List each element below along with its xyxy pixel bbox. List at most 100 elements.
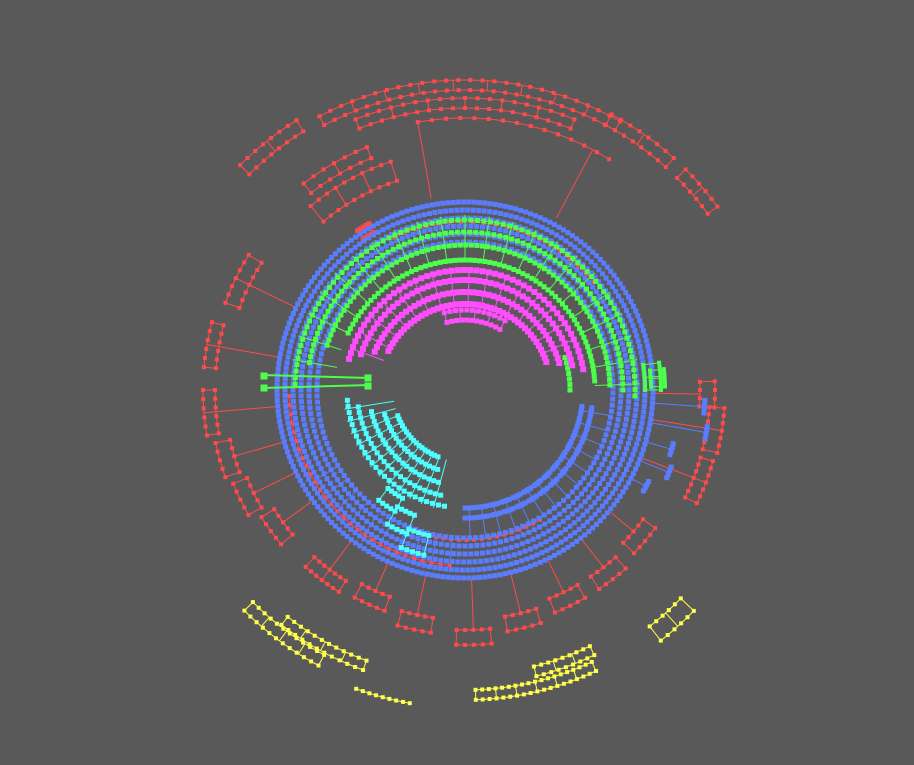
tree-edge bbox=[319, 291, 358, 318]
tree-node bbox=[501, 263, 507, 269]
tree-node bbox=[350, 495, 356, 501]
tree-node bbox=[268, 616, 273, 621]
tree-node bbox=[367, 511, 373, 517]
tree-node bbox=[424, 273, 431, 280]
tree-edge bbox=[647, 441, 672, 450]
tree-node bbox=[296, 457, 302, 462]
tree-node bbox=[415, 457, 421, 463]
tree-node bbox=[285, 354, 291, 360]
tree-node bbox=[694, 469, 699, 474]
tree-edge bbox=[546, 474, 570, 499]
tree-node bbox=[556, 273, 562, 279]
tree-node bbox=[387, 97, 392, 102]
tree-node bbox=[274, 398, 280, 403]
tree-node bbox=[437, 259, 443, 265]
tree-node bbox=[471, 642, 476, 647]
tree-edge bbox=[665, 157, 675, 168]
tree-node bbox=[537, 491, 543, 497]
tree-node bbox=[514, 92, 519, 97]
tree-edge bbox=[487, 314, 492, 324]
tree-node bbox=[430, 306, 437, 313]
tree-node bbox=[609, 460, 615, 466]
tree-node bbox=[445, 290, 451, 297]
tree-node bbox=[492, 201, 498, 207]
tree-node bbox=[381, 330, 388, 337]
tree-node bbox=[230, 284, 234, 289]
tree-node bbox=[498, 564, 503, 569]
tree-node bbox=[447, 563, 452, 568]
tree-node bbox=[485, 231, 491, 237]
tree-edge bbox=[340, 651, 347, 662]
tree-node bbox=[330, 276, 336, 282]
tree-node bbox=[429, 572, 435, 578]
tree-node bbox=[322, 318, 328, 324]
tree-node bbox=[559, 279, 565, 285]
tree-node bbox=[566, 351, 572, 358]
tree-node bbox=[278, 351, 284, 356]
tree-node bbox=[608, 506, 614, 512]
tree-node bbox=[604, 294, 610, 300]
tree-edge bbox=[248, 507, 262, 516]
tree-node bbox=[294, 323, 300, 329]
tree-node bbox=[382, 412, 388, 418]
tree-node bbox=[303, 303, 309, 309]
tree-edge bbox=[642, 457, 694, 479]
tree-node bbox=[290, 393, 296, 399]
tree-node bbox=[414, 315, 421, 322]
tree-node bbox=[435, 454, 441, 460]
tree-node bbox=[394, 536, 400, 542]
tree-edge bbox=[333, 162, 341, 174]
tree-node bbox=[552, 350, 559, 357]
tree-node bbox=[287, 631, 292, 636]
tree-node bbox=[582, 499, 588, 505]
tree-node bbox=[391, 432, 397, 437]
tree-node bbox=[389, 488, 394, 494]
tree-node bbox=[409, 207, 415, 213]
tree-node bbox=[546, 336, 552, 343]
tree-edge bbox=[233, 477, 248, 485]
tree-node bbox=[492, 260, 498, 266]
tree-edge bbox=[702, 448, 718, 454]
tree-node bbox=[320, 323, 326, 329]
tree-node bbox=[341, 307, 347, 313]
tree-node bbox=[571, 317, 577, 323]
tree-node bbox=[519, 293, 526, 300]
tree-node bbox=[332, 523, 338, 529]
tree-node bbox=[346, 503, 352, 509]
tree-node bbox=[293, 368, 299, 374]
tree-node bbox=[606, 482, 612, 487]
tree-node bbox=[506, 265, 512, 271]
tree-node bbox=[622, 352, 628, 358]
tree-node bbox=[525, 253, 531, 259]
tree-node bbox=[454, 318, 460, 323]
tree-node bbox=[366, 539, 372, 545]
tree-node bbox=[632, 386, 638, 392]
tree-node bbox=[491, 232, 497, 238]
tree-node bbox=[409, 290, 416, 297]
tree-node bbox=[274, 387, 280, 393]
tree-node bbox=[590, 525, 596, 531]
tree-node bbox=[425, 296, 432, 303]
tree-node bbox=[529, 496, 535, 502]
tree-node bbox=[495, 534, 500, 539]
green-ring bbox=[260, 215, 667, 399]
tree-node bbox=[284, 414, 290, 420]
tree-node bbox=[317, 325, 323, 331]
tree-node bbox=[260, 625, 265, 630]
tree-edge bbox=[430, 272, 442, 308]
tree-node bbox=[630, 139, 635, 144]
tree-node bbox=[362, 282, 368, 288]
tree-node bbox=[448, 240, 454, 246]
tree-edge bbox=[261, 508, 275, 518]
tree-node bbox=[335, 509, 340, 514]
tree-edge bbox=[650, 377, 665, 380]
tree-node bbox=[336, 247, 342, 253]
tree-node bbox=[329, 502, 334, 507]
tree-node bbox=[442, 218, 448, 224]
tree-node bbox=[562, 247, 568, 253]
tree-node bbox=[375, 267, 381, 273]
tree-node bbox=[648, 375, 653, 379]
tree-node bbox=[354, 275, 360, 281]
tree-node bbox=[398, 230, 404, 235]
tree-node bbox=[464, 538, 469, 542]
